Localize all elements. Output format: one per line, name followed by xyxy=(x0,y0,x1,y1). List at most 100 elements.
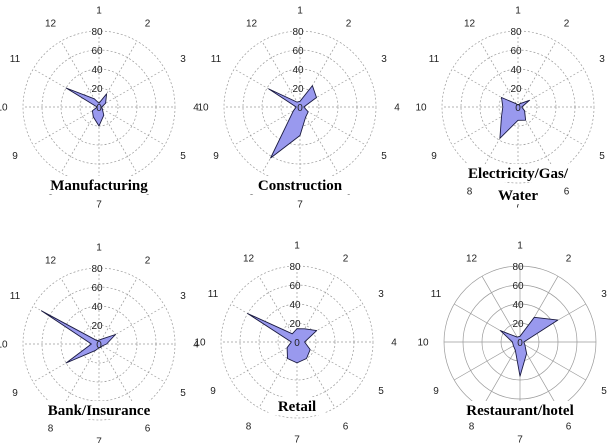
grid-ring xyxy=(220,265,374,419)
radial-zero-label: 0 xyxy=(96,103,102,114)
radial-tick-label: 20 xyxy=(292,84,304,95)
grid-spoke xyxy=(517,41,557,108)
category-label: 9 xyxy=(431,151,437,162)
category-label: 4 xyxy=(391,338,397,349)
data-polygon xyxy=(247,313,318,364)
category-label: 3 xyxy=(378,289,384,300)
category-label: 9 xyxy=(433,386,439,397)
category-label: 2 xyxy=(564,18,570,29)
category-label: 7 xyxy=(517,435,523,443)
grid-ring xyxy=(22,267,176,421)
category-label: 8 xyxy=(246,422,252,433)
radial-tick-label: 20 xyxy=(512,319,524,330)
radial-tick-label: 60 xyxy=(512,281,524,292)
radial-tick-label: 40 xyxy=(91,302,103,313)
category-label: 4 xyxy=(193,103,199,114)
category-label: 5 xyxy=(599,151,605,162)
data-polygon xyxy=(65,87,108,127)
grid-ring xyxy=(223,30,377,184)
category-label: 11 xyxy=(10,291,21,302)
radial-tick-label: 60 xyxy=(91,283,103,294)
category-label: 1 xyxy=(515,6,521,17)
radial-tick-label: 20 xyxy=(91,321,103,332)
grid-spoke xyxy=(231,341,298,381)
grid-spoke xyxy=(261,41,301,108)
title-background xyxy=(41,176,157,194)
grid-spoke xyxy=(481,341,521,408)
radial-tick-label: 60 xyxy=(292,46,304,57)
category-label: 10 xyxy=(415,103,427,114)
category-label: 10 xyxy=(0,103,8,114)
radial-tick-label: 20 xyxy=(510,84,522,95)
radar-chart-1: 123456789101112204060800Manufacturing xyxy=(0,6,199,211)
radial-tick-label: 80 xyxy=(289,262,301,273)
category-label: 12 xyxy=(466,253,478,264)
grid-spoke xyxy=(98,68,165,108)
category-label: 12 xyxy=(45,18,57,29)
title-background xyxy=(450,401,590,419)
grid-spoke xyxy=(234,106,301,146)
category-label: 1 xyxy=(96,243,102,254)
grid-spoke xyxy=(479,41,519,108)
title-background xyxy=(493,186,543,204)
category-label: 7 xyxy=(515,200,521,211)
grid-spoke xyxy=(60,278,100,345)
grid-spoke xyxy=(98,106,138,173)
chart-title: Bank/Insurance xyxy=(48,403,151,419)
category-label: 5 xyxy=(180,388,186,399)
radar-chart-4: 123456789101112204060800Bank/Insurance xyxy=(0,243,199,443)
category-label: 11 xyxy=(429,54,440,65)
category-label: 8 xyxy=(469,422,475,433)
category-label: 4 xyxy=(193,340,199,351)
category-label: 3 xyxy=(180,291,186,302)
chart-title: Water xyxy=(498,188,538,204)
category-label: 8 xyxy=(48,424,54,435)
category-label: 8 xyxy=(467,187,473,198)
radial-tick-label: 20 xyxy=(91,84,103,95)
category-label: 10 xyxy=(417,338,429,349)
radial-tick-label: 80 xyxy=(292,27,304,38)
grid-spoke xyxy=(98,278,138,345)
chart-title: Electricity/Gas/ xyxy=(468,166,569,182)
category-label: 3 xyxy=(180,54,186,65)
category-label: 6 xyxy=(343,422,349,433)
grid-spoke xyxy=(60,106,100,173)
category-label: 9 xyxy=(210,386,216,397)
radial-tick-label: 80 xyxy=(510,27,522,38)
title-background xyxy=(246,176,354,194)
grid-spoke xyxy=(98,106,165,146)
radar-chart-2: 123456789101112204060800Construction xyxy=(197,6,400,211)
chart-title: Retail xyxy=(278,399,316,415)
grid-spoke xyxy=(98,343,165,383)
radial-zero-label: 0 xyxy=(297,103,303,114)
radial-tick-label: 80 xyxy=(512,262,524,273)
category-label: 2 xyxy=(346,18,352,29)
category-label: 4 xyxy=(394,103,400,114)
grid-spoke xyxy=(454,341,521,381)
data-polygon xyxy=(40,310,116,364)
grid-ring xyxy=(441,30,595,184)
category-label: 2 xyxy=(566,253,572,264)
data-polygon xyxy=(499,97,530,139)
radial-zero-label: 0 xyxy=(294,338,300,349)
grid-spoke xyxy=(481,276,521,343)
grid-ring xyxy=(498,87,538,127)
radar-chart-6: 123456789101112204060800Restaurant/hotel xyxy=(417,241,607,443)
grid-ring xyxy=(79,324,119,364)
data-polygon xyxy=(499,316,559,377)
radial-zero-label: 0 xyxy=(515,103,521,114)
category-label: 2 xyxy=(145,18,151,29)
title-background xyxy=(268,397,326,415)
grid-spoke xyxy=(60,41,100,108)
chart-title: Manufacturing xyxy=(50,178,148,194)
category-label: 11 xyxy=(431,289,442,300)
category-label: 12 xyxy=(45,255,57,266)
radial-zero-label: 0 xyxy=(517,338,523,349)
grid-spoke xyxy=(517,106,584,146)
category-label: 2 xyxy=(145,255,151,266)
data-polygon xyxy=(268,85,317,159)
chart-title: Construction xyxy=(258,178,343,194)
grid-spoke xyxy=(33,106,100,146)
category-label: 7 xyxy=(297,200,303,211)
